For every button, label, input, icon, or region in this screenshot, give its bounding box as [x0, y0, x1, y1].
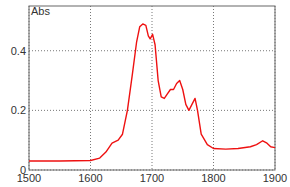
- spectrum-line: [29, 24, 275, 161]
- y-tick-label: 0: [20, 164, 26, 176]
- y-tick-label: 0.4: [11, 45, 26, 57]
- y-tick-label: 0.2: [11, 104, 26, 116]
- x-grid-line: [152, 6, 153, 170]
- plot-area: [29, 24, 275, 161]
- x-tick-label: 1700: [140, 172, 164, 184]
- x-tick-label: 1600: [78, 172, 102, 184]
- x-grid-line: [213, 6, 214, 170]
- chart: 1500160017001800190000.20.4Abs: [0, 0, 290, 187]
- y-axis-label: Abs: [31, 5, 50, 17]
- x-tick-label: 1800: [201, 172, 225, 184]
- x-tick-label: 1900: [263, 172, 287, 184]
- plot-frame: [29, 6, 275, 170]
- y-grid-line: [29, 110, 275, 111]
- y-grid-line: [29, 50, 275, 51]
- x-grid-line: [90, 6, 91, 170]
